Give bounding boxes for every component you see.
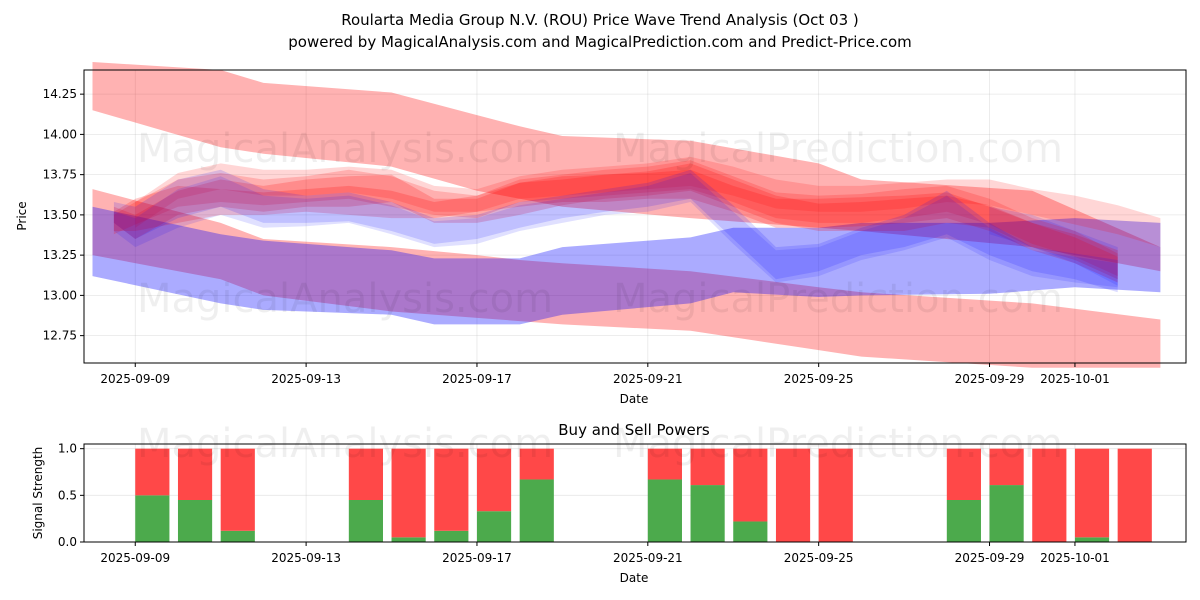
sell-power-bar <box>733 448 768 522</box>
watermark-analysis-top: MagicalAnalysis.com <box>137 126 553 172</box>
price-x-axis-title: Date <box>620 392 649 406</box>
power-x-tick-label: 2025-10-01 <box>1040 551 1110 565</box>
buy-power-bar <box>1074 537 1110 542</box>
power-y-tick-label: 0.5 <box>58 488 77 502</box>
sell-power-bar <box>989 448 1024 486</box>
sell-power-bar <box>476 448 512 512</box>
price-x-tick-label: 2025-10-01 <box>1040 372 1110 386</box>
sell-power-bar <box>775 448 811 542</box>
price-y-tick-label: 14.25 <box>43 87 77 101</box>
chart-subtitle: powered by MagicalAnalysis.com and Magic… <box>288 33 912 51</box>
price-band-red-wave-3 <box>113 160 1118 277</box>
power-y-axis-title: Signal Strength <box>31 447 45 540</box>
buy-power-bar <box>647 479 682 542</box>
sell-power-bar <box>1032 448 1067 542</box>
price-x-tick-label: 2025-09-21 <box>613 372 683 386</box>
sell-power-bar <box>391 448 426 538</box>
sell-power-bar <box>1074 448 1110 538</box>
sell-power-bar <box>519 448 554 480</box>
power-x-tick-label: 2025-09-29 <box>955 551 1025 565</box>
price-x-tick-label: 2025-09-25 <box>784 372 854 386</box>
price-panel: MagicalAnalysis.com MagicalPrediction.co… <box>15 62 1187 406</box>
buy-power-bar <box>946 500 981 542</box>
watermark-prediction-top: MagicalPrediction.com <box>613 126 1063 172</box>
price-y-tick-label: 13.00 <box>43 288 77 302</box>
sell-power-bar <box>647 448 682 480</box>
price-band-blue-wave-1 <box>113 169 1118 293</box>
watermark-prediction-mid: MagicalPrediction.com <box>613 276 1063 322</box>
buy-power-bar <box>690 485 725 542</box>
price-x-tick-label: 2025-09-13 <box>271 372 341 386</box>
power-title: Buy and Sell Powers <box>558 421 710 439</box>
price-band-red-wave-2 <box>113 169 1118 283</box>
sell-power-bar <box>135 448 170 496</box>
power-y-tick-label: 0.0 <box>58 535 77 549</box>
sell-power-bar <box>348 448 383 500</box>
price-y-tick-label: 13.50 <box>43 208 77 222</box>
buy-power-bar <box>733 521 768 542</box>
price-band-red-band-upper <box>92 62 1161 272</box>
buy-power-bar <box>519 479 554 542</box>
price-band-blue-wave-2 <box>113 173 1118 288</box>
buy-power-bar <box>348 500 383 542</box>
price-band-red-band-lower <box>92 189 1161 368</box>
price-plot-area <box>84 70 1186 363</box>
price-band-blue-band <box>92 206 1161 325</box>
price-plot-frame <box>83 69 1187 364</box>
price-y-tick-label: 13.75 <box>43 168 77 182</box>
buy-power-bar <box>434 530 469 542</box>
power-panel: Buy and Sell Powers MagicalAnalysis.com … <box>31 421 1187 585</box>
power-x-tick-label: 2025-09-21 <box>613 551 683 565</box>
price-x-tick-label: 2025-09-17 <box>442 372 512 386</box>
power-x-tick-label: 2025-09-13 <box>271 551 341 565</box>
sell-power-bar <box>1117 448 1152 542</box>
price-y-tick-label: 14.00 <box>43 127 77 141</box>
power-y-axis: 0.0 0.5 1.0 <box>58 442 84 549</box>
price-x-tick-label: 2025-09-29 <box>955 372 1025 386</box>
price-band-red-wave-4 <box>135 156 1161 248</box>
sell-power-bar <box>434 448 469 531</box>
price-bands <box>92 62 1161 368</box>
power-y-tick-label: 1.0 <box>58 442 77 456</box>
power-bars <box>135 448 1152 542</box>
watermark-analysis-mid: MagicalAnalysis.com <box>137 276 553 322</box>
sell-power-bar <box>177 448 213 500</box>
sell-power-bar <box>220 448 255 531</box>
price-x-axis: 2025-09-09 2025-09-13 2025-09-17 2025-09-21… <box>100 363 1110 386</box>
price-y-tick-label: 12.75 <box>43 329 77 343</box>
sell-power-bar <box>818 448 853 542</box>
price-y-axis: 12.75 13.00 13.25 13.50 13.75 14.00 14.25 <box>43 87 84 343</box>
chart-title: Roularta Media Group N.V. (ROU) Price Wa… <box>341 11 859 29</box>
price-band-purple-wave <box>989 206 1118 286</box>
buy-power-bar <box>989 485 1024 542</box>
power-x-tick-label: 2025-09-25 <box>784 551 854 565</box>
buy-power-bar <box>135 495 170 542</box>
power-plot-frame <box>83 443 1187 543</box>
power-x-axis: 2025-09-09 2025-09-13 2025-09-17 2025-09-21… <box>100 542 1110 565</box>
price-x-tick-label: 2025-09-09 <box>100 372 170 386</box>
buy-power-bar <box>391 537 426 542</box>
price-y-axis-title: Price <box>15 201 29 230</box>
price-grid <box>84 70 1186 363</box>
power-x-tick-label: 2025-09-09 <box>100 551 170 565</box>
power-x-axis-title: Date <box>620 571 649 585</box>
power-x-tick-label: 2025-09-17 <box>442 551 512 565</box>
buy-power-bar <box>220 530 255 542</box>
price-y-tick-label: 13.25 <box>43 248 77 262</box>
sell-power-bar <box>690 448 725 486</box>
buy-power-bar <box>177 500 213 542</box>
buy-power-bar <box>476 511 512 542</box>
price-band-red-wave-1 <box>113 163 1118 280</box>
sell-power-bar <box>946 448 981 500</box>
